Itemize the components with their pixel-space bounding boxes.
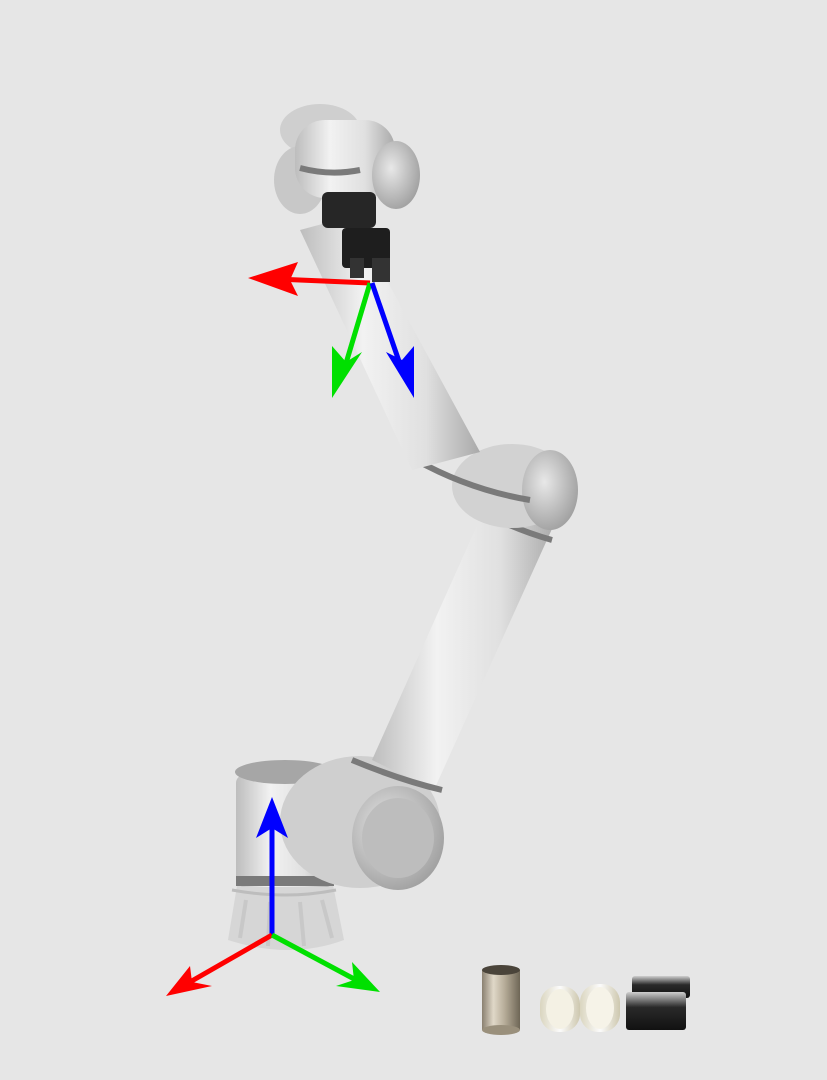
ee-x-axis — [248, 262, 371, 296]
base-frame — [166, 797, 380, 996]
ee-z-axis — [369, 282, 414, 398]
dark-rod — [626, 992, 686, 1030]
lower-arm-link — [350, 492, 556, 793]
wrist-joints — [274, 104, 420, 228]
base-y-axis — [270, 932, 380, 992]
end-effector-frame — [248, 262, 414, 398]
gripper — [342, 228, 390, 282]
metal-tube — [482, 965, 520, 1035]
floor-objects — [482, 965, 690, 1035]
ee-y-axis — [332, 282, 373, 398]
glass-tube — [540, 986, 580, 1032]
shoulder-joint — [280, 756, 444, 890]
glass-tube — [580, 984, 620, 1032]
base-x-axis — [166, 932, 274, 996]
elbow-joint — [414, 444, 578, 530]
base-z-axis — [256, 797, 288, 935]
